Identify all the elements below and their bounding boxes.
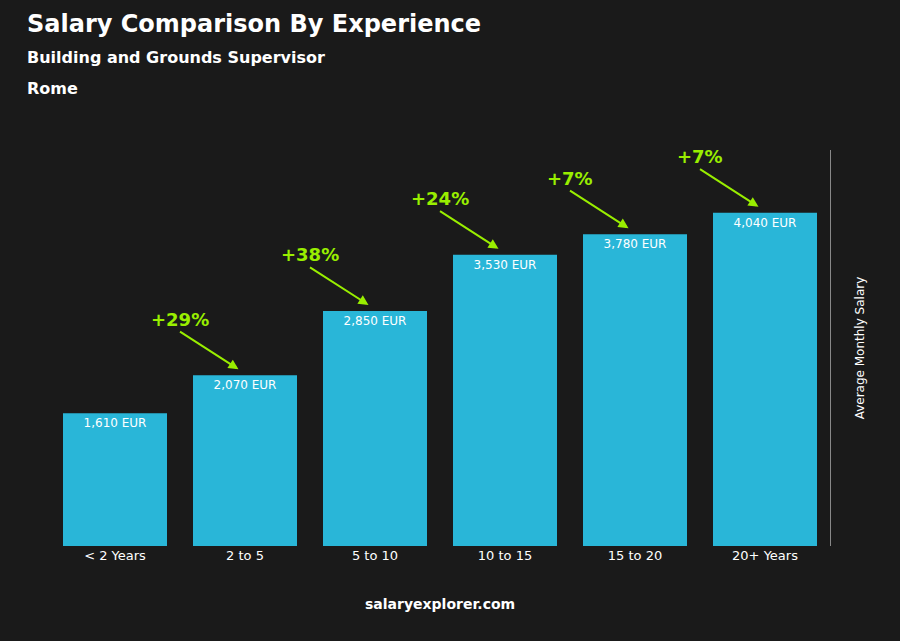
svg-text:3,530 EUR: 3,530 EUR — [474, 258, 537, 272]
svg-text:5 to 10: 5 to 10 — [352, 548, 398, 563]
svg-text:< 2 Years: < 2 Years — [84, 548, 146, 563]
svg-text:10 to 15: 10 to 15 — [478, 548, 532, 563]
svg-text:salaryexplorer.com: salaryexplorer.com — [365, 596, 515, 612]
svg-text:2,850 EUR: 2,850 EUR — [344, 314, 407, 328]
svg-text:+29%: +29% — [151, 309, 209, 330]
svg-text:2 to 5: 2 to 5 — [226, 548, 264, 563]
svg-text:Average Monthly Salary: Average Monthly Salary — [853, 277, 867, 420]
svg-text:2,070 EUR: 2,070 EUR — [214, 378, 277, 392]
svg-text:15 to 20: 15 to 20 — [608, 548, 662, 563]
svg-text:Salary Comparison By Experienc: Salary Comparison By ExperienceBuilding … — [27, 10, 481, 98]
svg-text:+7%: +7% — [677, 146, 723, 167]
svg-text:+7%: +7% — [547, 168, 593, 189]
svg-text:+38%: +38% — [281, 244, 339, 265]
svg-text:4,040 EUR: 4,040 EUR — [734, 216, 797, 230]
svg-text:1,610 EUR: 1,610 EUR — [84, 416, 147, 430]
svg-text:3,780 EUR: 3,780 EUR — [604, 237, 667, 251]
svg-text:20+ Years: 20+ Years — [732, 548, 798, 563]
svg-text:+24%: +24% — [411, 188, 469, 209]
